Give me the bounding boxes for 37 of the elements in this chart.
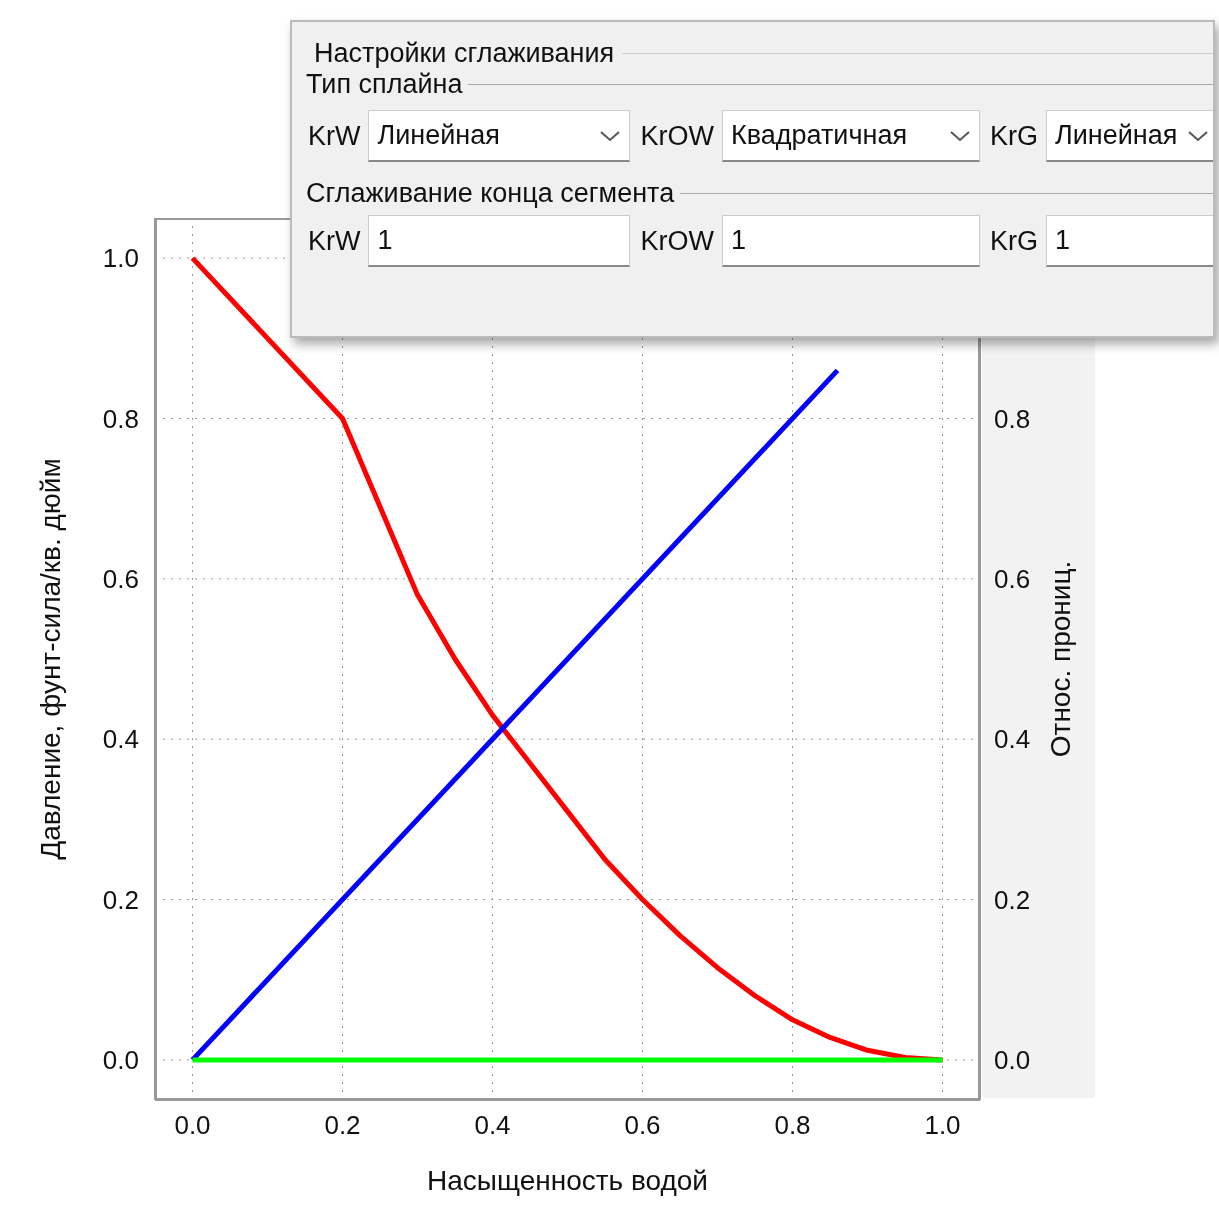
dropdown-field: Квадратичная (722, 110, 980, 162)
dropdown-field: Линейная (368, 110, 631, 162)
annotation: KrOW (640, 225, 714, 257)
y2-axis-title: Относ. прониц. (1044, 560, 1076, 758)
x-tick-label: 0.0 (174, 1110, 211, 1141)
x-tick-label: 1.0 (924, 1110, 961, 1141)
text: Тип сплайна (306, 69, 463, 99)
y2-tick-label: 0.8 (994, 403, 1031, 434)
x-tick-label: 0.2 (324, 1110, 361, 1141)
text: Сглаживание конца сегмента (306, 178, 675, 208)
text-field: 1 (368, 215, 631, 267)
annotation: 1 (730, 225, 747, 256)
text: KrG (989, 225, 1038, 256)
x-axis-title: Насыщенность водой (427, 1165, 708, 1196)
y-tick-label: 0.6 (102, 564, 139, 595)
y-tick-label: 0.4 (102, 724, 139, 755)
y2-tick-label: 0.2 (994, 884, 1031, 915)
y2-tick-label: 0.6 (994, 564, 1031, 595)
y-tick-label: 0.2 (102, 884, 139, 915)
text: KrOW (640, 120, 714, 151)
x-tick-label: 0.8 (774, 1110, 811, 1141)
text: KrW (308, 120, 361, 151)
y-axis-title: Давление, фунт-сила/кв. дюйм (34, 458, 66, 860)
x-tick-label: 0.6 (624, 1110, 661, 1141)
annotation: KrW (308, 225, 361, 257)
annotation: 1 (377, 225, 393, 256)
y-tick-label: 0.0 (102, 1045, 139, 1076)
y2-tick-label: 0.0 (994, 1045, 1031, 1076)
text-field: 1 (1046, 215, 1213, 267)
text: Настройки сглаживания (314, 38, 615, 68)
y-tick-label: 1.0 (102, 243, 139, 274)
y2-tick-label: 0.4 (994, 724, 1031, 755)
x-tick-label: 0.4 (474, 1110, 511, 1141)
y-tick-label: 0.8 (102, 403, 139, 434)
text-field: 1 (722, 215, 980, 267)
dropdown-field: Линейная (1046, 110, 1213, 162)
text: KrG (989, 120, 1038, 151)
